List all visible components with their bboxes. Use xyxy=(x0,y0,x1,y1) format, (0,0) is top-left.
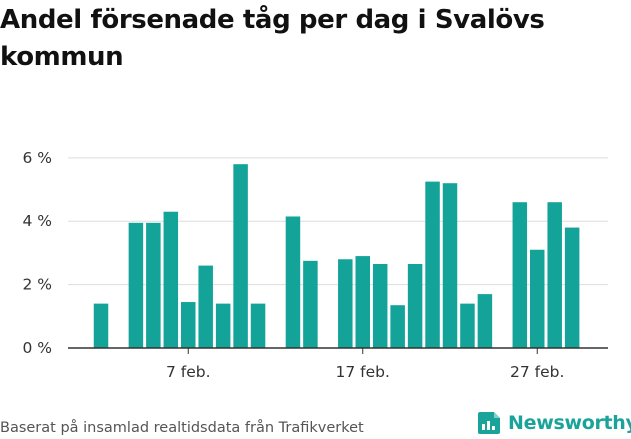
axes: 0 % 2 % 4 % 6 % 7 feb. 17 feb. 27 feb. xyxy=(22,149,608,381)
bar xyxy=(530,249,545,348)
bar xyxy=(198,265,213,348)
bar xyxy=(477,294,493,348)
x-tick-label: 27 feb. xyxy=(510,363,564,381)
bar xyxy=(181,302,196,348)
bar xyxy=(390,305,405,348)
bar-chart: 0 % 2 % 4 % 6 % 7 feb. 17 feb. 27 feb. xyxy=(22,149,608,381)
bar xyxy=(512,202,528,348)
bar xyxy=(163,211,179,348)
brand-logo: Newsworthy xyxy=(476,410,631,436)
y-tick-label: 4 % xyxy=(22,212,52,230)
bar xyxy=(372,264,388,348)
bar xyxy=(338,259,353,348)
newsworthy-logo-icon xyxy=(478,412,500,434)
bar xyxy=(355,256,370,348)
brand-name: Newsworthy xyxy=(508,412,631,434)
source-note: Baserat på insamlad realtidsdata från Tr… xyxy=(0,420,364,436)
x-tick-label: 7 feb. xyxy=(166,363,211,381)
chart-title: Andel försenade tåg per dag i Svalövs ko… xyxy=(0,5,545,72)
y-tick-label: 6 % xyxy=(22,149,52,167)
y-tick-label: 2 % xyxy=(22,276,52,294)
bar xyxy=(442,183,458,348)
bar xyxy=(564,227,580,348)
bar xyxy=(128,222,144,348)
bar xyxy=(233,164,248,348)
bar xyxy=(460,303,475,348)
bar xyxy=(285,216,301,348)
x-tick-label: 17 feb. xyxy=(336,363,390,381)
bar xyxy=(250,303,266,348)
bar xyxy=(407,264,423,348)
bars xyxy=(93,164,580,348)
bar xyxy=(215,303,231,348)
y-tick-label: 0 % xyxy=(22,339,52,357)
bar xyxy=(93,303,109,348)
bar xyxy=(146,222,161,348)
bar xyxy=(547,202,562,348)
bar xyxy=(425,181,440,348)
bar xyxy=(303,260,318,348)
